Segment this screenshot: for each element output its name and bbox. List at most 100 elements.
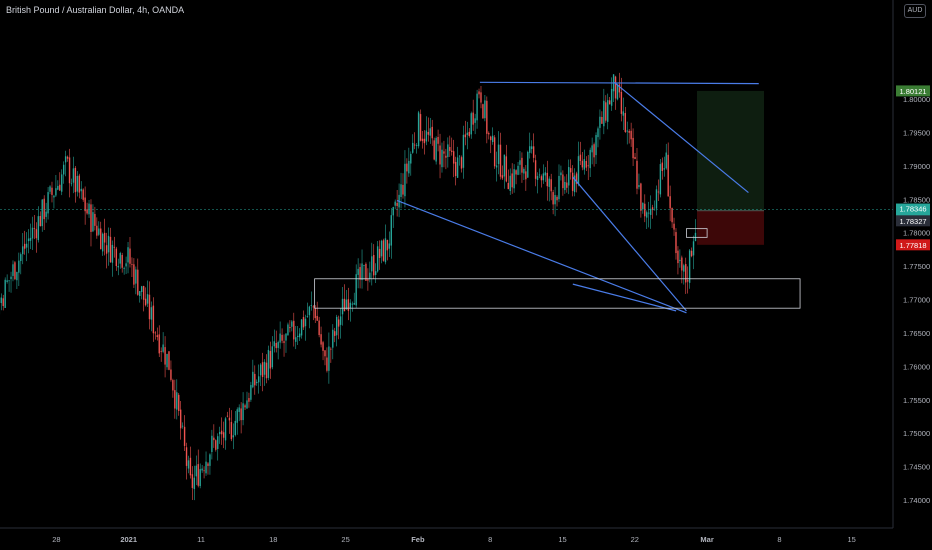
candle-body [80, 188, 82, 192]
candle-body [624, 113, 626, 133]
candle-body [191, 474, 194, 488]
candle-body [527, 151, 529, 178]
price-tick-label: 1.75500 [903, 396, 930, 405]
candle-body [566, 182, 568, 188]
candle-body [451, 150, 453, 152]
candle-body [595, 135, 597, 156]
candle-body [608, 100, 611, 105]
candle-body [257, 376, 260, 383]
candle-body [464, 134, 467, 138]
candle-body [22, 246, 24, 255]
stop-price-label-bg [896, 239, 930, 251]
currency-badge[interactable]: AUD [904, 4, 926, 18]
candle-body [351, 303, 353, 305]
candle-body [244, 405, 246, 408]
candle-body [98, 228, 100, 235]
price-tick-label: 1.78000 [903, 229, 930, 238]
candle-body [460, 157, 463, 169]
candle-body [281, 334, 283, 341]
candle-body [369, 272, 371, 279]
candle-body [589, 149, 591, 169]
candle-body [558, 175, 560, 200]
falling-wedge-line[interactable] [572, 176, 687, 312]
candle-body [316, 315, 318, 321]
candle-body [579, 154, 582, 161]
candle-body [78, 175, 80, 193]
wedge-base-line[interactable] [572, 283, 677, 312]
candle-body [605, 102, 607, 121]
candle-body [57, 185, 59, 190]
current-price-label: 1.78346 [899, 205, 926, 214]
candle-body [659, 164, 662, 195]
candle-body [240, 408, 242, 421]
upper-channel-line[interactable] [613, 81, 749, 194]
candle-body [162, 344, 164, 352]
drawings-layer[interactable] [314, 81, 801, 314]
candle-body [318, 320, 320, 336]
candle-body [649, 208, 652, 215]
candle-body [170, 369, 172, 380]
candle-body [117, 265, 119, 268]
target-price-label-bg [896, 85, 930, 97]
candle-body [64, 156, 67, 163]
time-axis[interactable]: 21282021111825Feb81522Mar815 [0, 535, 856, 544]
time-tick-label: 28 [52, 535, 60, 544]
candle-body [622, 111, 625, 116]
candle-body [638, 185, 640, 188]
candle-body [18, 260, 20, 273]
candle-body [651, 207, 654, 210]
support-zone-box[interactable] [314, 278, 801, 309]
stop-zone[interactable] [697, 210, 764, 245]
candle-body [410, 153, 412, 164]
candle-body [328, 346, 330, 371]
candle-body [152, 305, 155, 334]
candle-body [556, 196, 558, 201]
time-tick-label: Mar [700, 535, 713, 544]
candle-body [657, 191, 660, 193]
candle-body [326, 357, 328, 371]
candle-body [146, 294, 149, 304]
candle-body [312, 306, 314, 308]
candle-body [419, 114, 422, 141]
candle-body [242, 403, 244, 421]
candle-body [140, 286, 143, 293]
candle-body [220, 430, 223, 435]
candle-body [238, 407, 240, 412]
candle-body [386, 239, 389, 251]
candle-body [507, 182, 509, 190]
candle-body [456, 157, 459, 178]
candle-body [92, 212, 94, 232]
candle-body [495, 165, 498, 168]
resistance-line[interactable] [479, 81, 759, 85]
candle-body [634, 156, 636, 160]
target-zone[interactable] [697, 90, 764, 211]
entry-price-label: 1.78327 [899, 217, 926, 226]
candle-body [646, 212, 648, 218]
candle-body [53, 195, 55, 198]
candle-body [491, 135, 494, 143]
candle-body [201, 468, 203, 471]
candle-body [497, 144, 500, 165]
candle-body [4, 279, 6, 308]
candle-body [144, 298, 147, 306]
price-axis[interactable]: 1.80000 1.79500 1.79000 1.78500 1.78000 1.775… [903, 95, 930, 505]
candle-body [517, 165, 519, 175]
candle-body [51, 187, 53, 195]
price-tick-label: 1.77000 [903, 296, 930, 305]
candle-body [273, 341, 275, 347]
candle-body [189, 457, 192, 476]
candle-body [166, 353, 168, 368]
time-tick-label: 25 [341, 535, 349, 544]
candle-body [298, 333, 301, 338]
lower-wedge-line[interactable] [397, 200, 687, 314]
candle-body [404, 163, 406, 197]
candle-body [371, 256, 373, 272]
entry-box[interactable] [686, 228, 708, 238]
candle-body [160, 350, 162, 352]
candle-body [213, 437, 215, 441]
candle-body [70, 183, 73, 185]
candle-body [300, 319, 303, 336]
candle-body [31, 227, 34, 239]
candle-body [252, 371, 254, 388]
